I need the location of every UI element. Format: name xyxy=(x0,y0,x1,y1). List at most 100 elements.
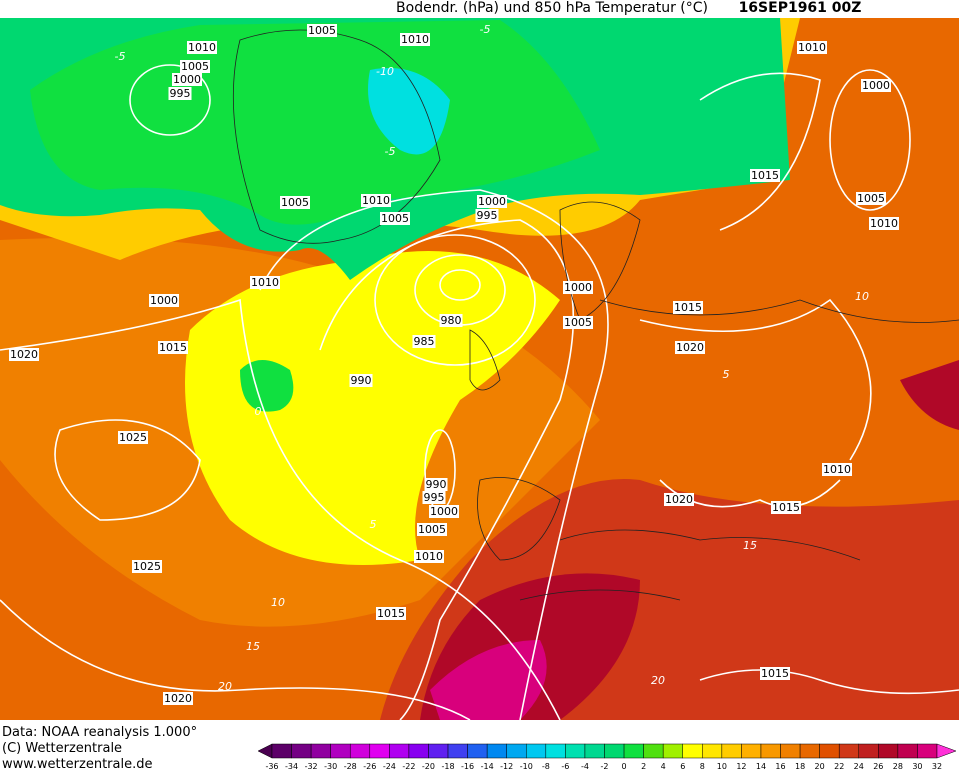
isobar-label: 1010 xyxy=(362,194,390,207)
field xyxy=(30,20,600,225)
isobar-label-box xyxy=(673,301,703,314)
colorbar-bin xyxy=(858,743,879,759)
colorbar-tick-label: -4 xyxy=(581,762,589,770)
isobar-label-box xyxy=(750,169,780,182)
colorbar-bin xyxy=(741,743,762,759)
isobar-label: 1000 xyxy=(478,195,506,208)
isobar-label-box xyxy=(771,501,801,514)
colorbar-bin xyxy=(623,743,644,759)
isotherm-label: 5 xyxy=(370,518,377,531)
isobar-label: 1000 xyxy=(862,79,890,92)
colorbar-tick-label: -8 xyxy=(542,762,550,770)
date: 16SEP1961 00Z xyxy=(739,0,862,16)
isobar-label: 990 xyxy=(351,374,372,387)
isobar-label-box xyxy=(563,316,593,329)
isotherm-label: 10 xyxy=(855,290,869,303)
isobar-label-box xyxy=(475,209,499,222)
isobar-label: 1015 xyxy=(377,607,405,620)
colorbar-tick-label: 8 xyxy=(700,762,705,770)
isotherm-label: -5 xyxy=(385,145,396,158)
isobar-label: 1005 xyxy=(418,523,446,536)
isobar-label-box xyxy=(180,60,210,73)
footer-line: Data: NOAA reanalysis 1.000° xyxy=(2,725,197,740)
title: Bodendr. (hPa) und 850 hPa Temperatur (°… xyxy=(396,0,708,16)
colorbar-bin xyxy=(838,743,860,759)
isobar-label-box xyxy=(132,560,162,573)
colorbar-tick-label: 0 xyxy=(622,762,627,770)
colorbar-tick-label: 6 xyxy=(680,762,685,770)
colorbar-bin xyxy=(780,743,801,759)
isobar-label-box xyxy=(163,692,193,705)
isobar-label-box xyxy=(361,194,391,207)
colorbar-bin xyxy=(506,743,527,759)
colorbar-bin xyxy=(604,743,625,759)
isobar-label-box xyxy=(250,276,280,289)
isobar-label: 995 xyxy=(477,209,498,222)
colorbar-bin xyxy=(447,743,468,759)
colorbar-bin xyxy=(310,743,331,759)
isobar-label-box xyxy=(422,491,446,504)
isobar-label-box xyxy=(822,463,852,476)
colorbar-tick-label: -2 xyxy=(601,762,609,770)
field xyxy=(368,68,450,155)
isobar-label-box xyxy=(118,431,148,444)
colorbar-tick-label: 14 xyxy=(756,762,766,770)
isobar-label-box xyxy=(149,294,179,307)
isobar-label: 985 xyxy=(414,335,435,348)
colorbar-tick-label: -16 xyxy=(461,762,474,770)
colorbar-bin xyxy=(819,743,840,759)
colorbar-tick-label: 4 xyxy=(661,762,666,770)
isobar-label: 1010 xyxy=(870,217,898,230)
isobar-label: 1010 xyxy=(188,41,216,54)
isobar-label-box xyxy=(414,550,444,563)
isobar-label: 1020 xyxy=(10,348,38,361)
isobar-label-box xyxy=(477,195,507,208)
isobar-label: 1010 xyxy=(401,33,429,46)
isobar-label: 1025 xyxy=(119,431,147,444)
isotherm-label: 5 xyxy=(723,368,730,381)
isobar-label: 1005 xyxy=(564,316,592,329)
isobar-label: 1020 xyxy=(164,692,192,705)
colorbar-bin xyxy=(467,743,488,759)
isobar-label: 1025 xyxy=(133,560,161,573)
colorbar-tick-label: -18 xyxy=(441,762,454,770)
isobar-label-box xyxy=(424,478,448,491)
isotherm-label: 15 xyxy=(743,539,757,552)
colorbar-tick-label: -30 xyxy=(324,762,337,770)
isobar-label: 1020 xyxy=(665,493,693,506)
isobar-label: 1005 xyxy=(308,24,336,37)
isobar-label-box xyxy=(400,33,430,46)
isotherm-label: 10 xyxy=(271,596,285,609)
colorbar-bin xyxy=(291,743,312,759)
isobar-label-box xyxy=(869,217,899,230)
colorbar-tick-label: 28 xyxy=(893,762,903,770)
isobar-label-box xyxy=(280,196,310,209)
isobar-label-box xyxy=(664,493,694,506)
colorbar-tick-label: 20 xyxy=(815,762,825,770)
isobar-label: 995 xyxy=(170,87,191,100)
isobar-label-box xyxy=(429,505,459,518)
isobar-label: 1015 xyxy=(159,341,187,354)
isobar-label-box xyxy=(563,281,593,294)
colorbar-tick-label: -32 xyxy=(305,762,318,770)
isobar-label-box xyxy=(168,87,192,100)
colorbar-bin xyxy=(682,743,703,759)
colorbar-bin xyxy=(389,743,410,759)
isobar-label: 1010 xyxy=(415,550,443,563)
isobar-label: 1015 xyxy=(674,301,702,314)
isobar-label-box xyxy=(856,192,886,205)
isobar-label: 1020 xyxy=(676,341,704,354)
colorbar-bin xyxy=(662,743,683,759)
colorbar-tick-label: -12 xyxy=(500,762,513,770)
field xyxy=(185,251,560,565)
colorbar-bin xyxy=(428,743,449,759)
isobar-label: 995 xyxy=(424,491,445,504)
colorbar-tick-label: -20 xyxy=(422,762,435,770)
colorbar-bin xyxy=(330,743,351,759)
isobar-label: 1000 xyxy=(150,294,178,307)
isobar-label-box xyxy=(417,523,447,536)
colorbar-tick-label: 26 xyxy=(873,762,883,770)
isotherm-label: -5 xyxy=(480,23,491,36)
isobar-label: 1010 xyxy=(251,276,279,289)
